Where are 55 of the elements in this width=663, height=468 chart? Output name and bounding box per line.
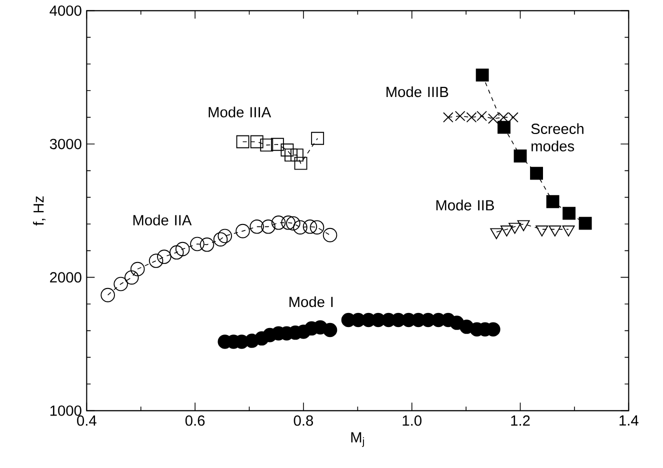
point: [175, 242, 190, 256]
point: [250, 135, 264, 148]
x-tick-label: 1.0: [402, 415, 422, 426]
point: [190, 236, 204, 252]
x-tick-label: 1.4: [620, 415, 638, 426]
series-label: Mode IIIB: [386, 86, 448, 98]
x-tick-label: 1.2: [511, 415, 530, 426]
point: [124, 270, 139, 285]
series-label: Screech modes: [531, 123, 584, 152]
y-axis-title: f, Hz: [33, 196, 46, 226]
point: [218, 228, 232, 244]
point: [322, 228, 338, 242]
point: [236, 135, 250, 148]
point: [148, 254, 164, 268]
point: [260, 138, 274, 152]
x-tick-label: 0.6: [185, 415, 205, 426]
point: [578, 216, 592, 230]
point: [270, 138, 284, 151]
point: [236, 224, 250, 238]
point: [514, 150, 527, 162]
point: [200, 238, 214, 252]
point: [546, 195, 560, 208]
point: [261, 220, 276, 234]
point: [170, 245, 184, 260]
y-tick-label: 3000: [50, 138, 82, 150]
point: [157, 250, 172, 264]
x-tick-label: 0.4: [77, 415, 96, 426]
point: [562, 206, 576, 220]
y-tick-label: 1000: [50, 405, 82, 416]
point: [476, 68, 489, 82]
point: [281, 216, 296, 230]
point: [280, 144, 294, 156]
point: [250, 220, 264, 234]
point: [302, 220, 318, 234]
point: [130, 262, 145, 276]
point: [310, 220, 324, 234]
series-label: Mode IIB: [436, 200, 494, 210]
y-tick-label: 2000: [50, 272, 82, 283]
series-label: Mode IIA: [133, 214, 192, 226]
point: [114, 276, 128, 292]
point: [271, 216, 286, 230]
x-axis-title: M$_{j}$: [351, 432, 364, 447]
point: [294, 156, 308, 170]
point: [100, 288, 115, 302]
point: [498, 120, 510, 134]
series-label: Mode I: [290, 296, 333, 308]
x-tick-label: 0.8: [294, 415, 314, 426]
point: [293, 220, 308, 234]
y-tick-label: 4000: [50, 5, 82, 16]
point: [286, 216, 300, 230]
series-label: Mode IIIA: [208, 106, 272, 118]
point: [322, 322, 338, 338]
point: [311, 132, 324, 145]
point: [530, 166, 544, 180]
point: [213, 232, 228, 246]
